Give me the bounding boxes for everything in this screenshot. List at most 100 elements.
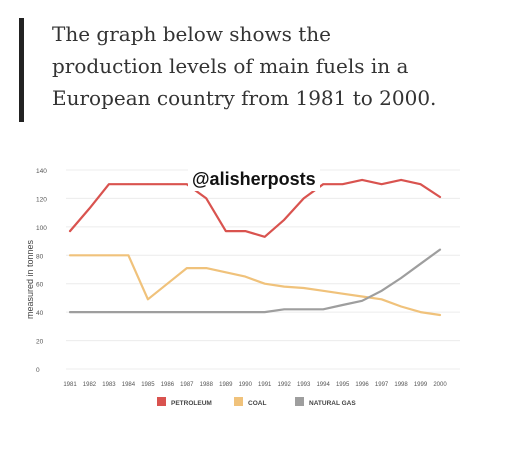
data-point-petroleum [400,179,402,181]
legend-swatch-petroleum [157,397,166,406]
data-point-natural-gas [127,311,130,313]
x-tick-label: 1993 [297,382,311,388]
data-point-natural-gas [400,277,402,279]
quote-bar [19,18,24,122]
data-point-petroleum [147,183,149,186]
x-tick-label: 1998 [394,382,408,388]
data-point-natural-gas [439,248,441,251]
data-point-coal [400,305,402,308]
heading-line-1: The graph below shows the [52,22,331,46]
x-tick-label: 1983 [102,382,116,388]
data-point-coal [439,314,441,316]
legend-label-natural-gas: NATURAL GAS [309,400,356,407]
data-point-coal [380,298,383,301]
y-tick-label: 140 [36,168,47,175]
data-point-petroleum [263,236,266,238]
data-point-natural-gas [108,311,110,313]
data-point-natural-gas [244,311,247,313]
watermark: @alisherposts [188,168,320,191]
data-point-petroleum [361,179,363,181]
data-point-natural-gas [88,311,91,313]
x-tick-label: 1997 [375,382,389,388]
heading-line-3: European country from 1981 to 2000. [52,86,437,110]
data-point-petroleum [380,183,383,186]
data-point-coal [69,254,71,257]
y-tick-label: 40 [36,310,44,317]
data-point-petroleum [419,183,422,186]
y-tick-label: 80 [36,253,44,260]
y-tick-label: 100 [36,225,47,232]
x-tick-label: 1991 [258,382,272,388]
data-point-coal [205,267,208,269]
data-point-coal [341,292,344,295]
x-tick-label: 1988 [200,382,214,388]
x-tick-label: 1984 [122,382,136,388]
data-point-petroleum [69,230,71,232]
y-axis-label: measured in tonnes [25,239,35,319]
x-tick-label: 1986 [161,382,175,388]
data-point-petroleum [322,183,324,186]
x-tick-label: 1990 [239,382,253,388]
x-tick-label: 2000 [433,382,447,388]
data-point-petroleum [186,183,188,186]
series-line-petroleum [68,178,442,238]
data-point-coal [322,290,324,292]
x-tick-label: 1987 [180,382,194,388]
data-point-coal [244,275,247,278]
data-point-coal [361,295,363,298]
line-chart: 0 20 40 60 80 100 120 140 measured in tonnes 1981… [25,168,460,407]
data-point-natural-gas [186,311,188,313]
data-point-petroleum [283,218,286,221]
x-tick-label: 1996 [355,382,369,388]
data-point-natural-gas [205,311,208,313]
x-tick-label: 1999 [414,382,428,388]
x-tick-label: 1995 [336,382,350,388]
data-point-petroleum [88,207,91,210]
data-point-coal [419,311,422,313]
data-point-coal [283,285,286,288]
data-point-coal [224,271,227,274]
x-tick-label: 1982 [83,382,97,388]
data-point-coal [186,267,188,269]
data-point-natural-gas [361,299,363,302]
data-point-petroleum [244,230,247,232]
y-tick-label: 0 [36,367,40,374]
heading-line-2: production levels of main fuels in a [52,54,409,78]
data-point-natural-gas [69,311,71,313]
heading: The graph below shows the production lev… [52,18,502,114]
data-point-natural-gas [380,290,383,292]
legend-label-coal: COAL [248,400,266,407]
x-tick-label: 1985 [141,382,155,388]
data-point-petroleum [302,197,305,200]
data-point-natural-gas [419,263,422,265]
data-point-petroleum [341,183,344,186]
data-point-natural-gas [283,308,286,311]
data-point-coal [108,254,110,257]
y-tick-label: 120 [36,196,47,203]
data-point-coal [147,298,149,301]
data-point-petroleum [205,197,208,200]
y-tick-label: 20 [36,339,44,346]
data-point-coal [127,254,130,257]
data-point-petroleum [166,183,169,186]
data-point-coal [88,254,91,257]
data-point-petroleum [224,230,227,232]
data-point-natural-gas [302,308,305,311]
data-point-coal [263,282,266,285]
legend-swatch-coal [234,397,243,406]
x-tick-label: 1981 [63,382,77,388]
data-point-natural-gas [322,308,324,311]
legend-swatch-natural-gas [295,397,304,406]
data-point-petroleum [108,183,110,186]
data-point-natural-gas [166,311,169,313]
x-tick-label: 1994 [316,382,330,388]
x-tick-label: 1992 [278,382,292,388]
data-point-coal [302,287,305,289]
data-point-natural-gas [224,311,227,313]
x-tick-label: 1989 [219,382,233,388]
data-point-natural-gas [263,311,266,313]
data-point-natural-gas [147,311,149,313]
series-line-coal [68,254,442,317]
data-point-petroleum [439,196,441,198]
data-point-petroleum [127,183,130,186]
